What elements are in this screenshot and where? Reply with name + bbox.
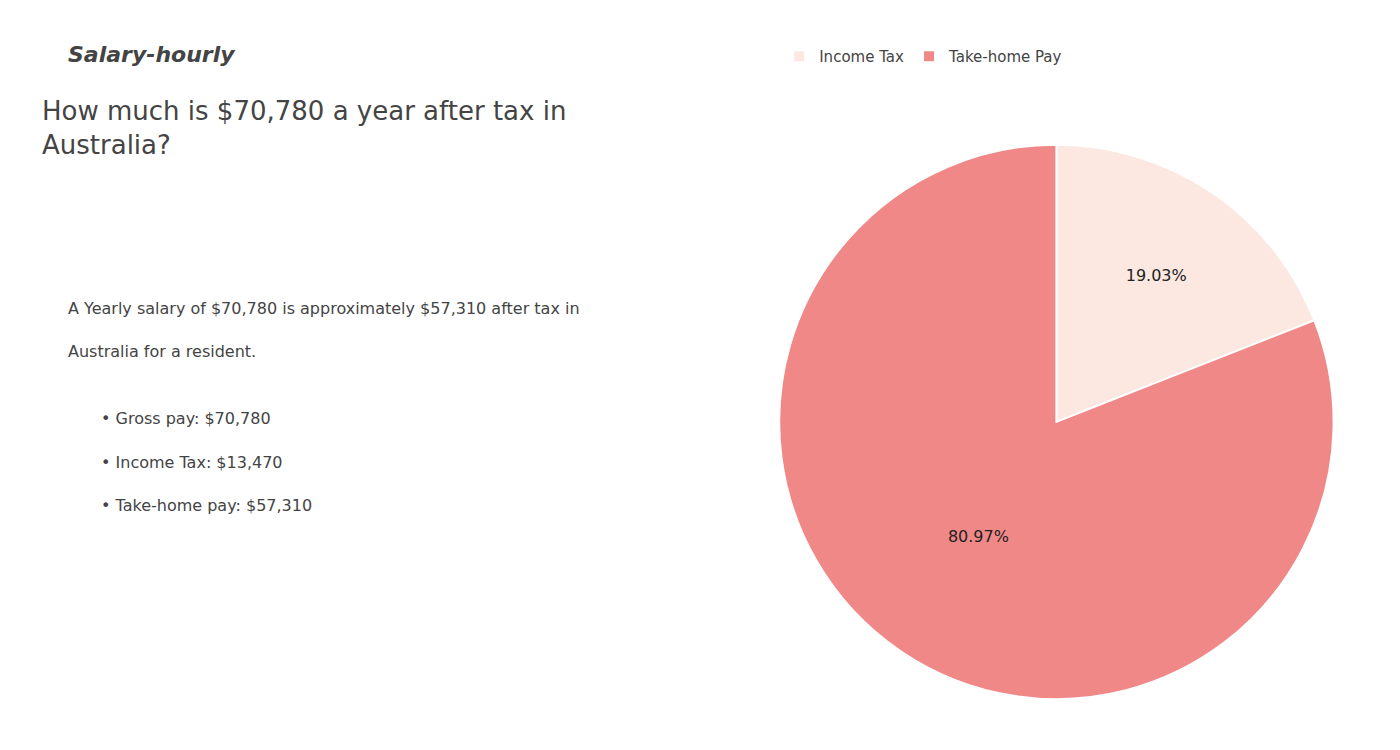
svg-text:• Take-home pay: $57,310: • Take-home pay: $57,310 (101, 496, 312, 515)
svg-text:Salary-hourly: Salary-hourly (68, 42, 236, 67)
svg-text:Income Tax: Income Tax (819, 48, 904, 66)
svg-text:How much is $70,780 a year aft: How much is $70,780 a year after tax inA… (42, 96, 566, 160)
svg-text:• Income Tax: $13,470: • Income Tax: $13,470 (101, 453, 283, 472)
svg-text:Australia for a resident.: Australia for a resident. (68, 342, 256, 361)
svg-text:Take-home Pay: Take-home Pay (948, 48, 1062, 66)
svg-text:A Yearly salary of $70,780 is: A Yearly salary of $70,780 is approximat… (68, 299, 580, 318)
svg-text:80.97%: 80.97% (948, 527, 1009, 546)
svg-text:• Gross pay: $70,780: • Gross pay: $70,780 (101, 409, 271, 428)
svg-text:19.03%: 19.03% (1126, 266, 1187, 285)
